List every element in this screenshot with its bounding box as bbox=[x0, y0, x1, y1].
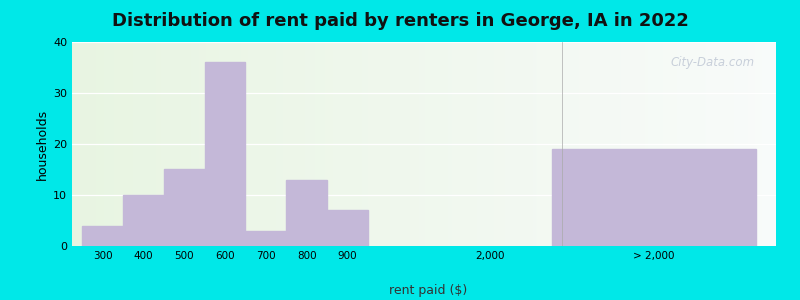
Bar bbox=[327, 210, 368, 246]
Bar bbox=[246, 231, 286, 246]
Bar bbox=[164, 169, 205, 246]
Bar bbox=[82, 226, 123, 246]
Text: City-Data.com: City-Data.com bbox=[670, 56, 755, 69]
Text: Distribution of rent paid by renters in George, IA in 2022: Distribution of rent paid by renters in … bbox=[111, 12, 689, 30]
Bar bbox=[551, 149, 755, 246]
Bar bbox=[205, 62, 246, 246]
Bar bbox=[286, 180, 327, 246]
Bar bbox=[123, 195, 164, 246]
Text: rent paid ($): rent paid ($) bbox=[389, 284, 467, 297]
Y-axis label: households: households bbox=[36, 108, 49, 180]
